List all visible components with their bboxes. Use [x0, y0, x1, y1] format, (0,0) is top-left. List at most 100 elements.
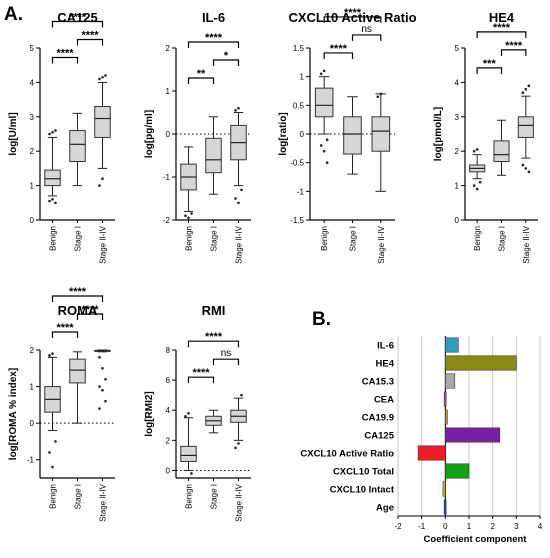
bracket-line	[212, 358, 240, 366]
panel-a-label: A.	[4, 4, 23, 25]
box-1	[69, 112, 86, 187]
bar	[417, 445, 446, 461]
outlier-point	[325, 138, 329, 142]
y-tick-label: -1	[297, 187, 305, 196]
bracket-line	[76, 38, 104, 46]
y-tick-label: 5	[455, 44, 460, 53]
box-0	[44, 352, 61, 469]
category-label: Benign	[185, 484, 194, 509]
outlier-point	[48, 132, 51, 136]
category-label: CEA	[374, 395, 394, 406]
outlier-point	[527, 170, 531, 174]
outlier-point	[184, 414, 187, 418]
category-label: HE4	[376, 359, 395, 370]
outlier-point	[190, 472, 193, 475]
significance-label: ****	[69, 286, 87, 298]
y-tick-label: 2	[455, 147, 460, 156]
bracket-line	[51, 331, 79, 338]
outlier-point	[48, 354, 51, 357]
outlier-point	[98, 77, 101, 81]
outlier-point	[51, 465, 54, 469]
y-tick-label: 2	[166, 436, 171, 445]
y-axis-label: log[ROMA % index]	[8, 368, 19, 460]
outlier-point	[376, 95, 380, 99]
y-axis-label: log[pmol/L]	[433, 107, 444, 161]
outlier-point	[322, 149, 326, 153]
y-tick-label: 1	[300, 73, 305, 82]
box-iqr	[314, 87, 334, 118]
box-iqr	[517, 116, 534, 138]
significance-bracket: ****	[51, 48, 79, 64]
significance-label: ****	[56, 322, 74, 334]
x-axis-label: Coefficient component	[424, 534, 528, 545]
x-tick-label: 3	[514, 522, 519, 531]
category-label: Stage I	[210, 484, 219, 509]
outlier-point	[234, 446, 237, 450]
box-iqr	[69, 358, 86, 384]
y-tick-label: -2	[163, 216, 171, 225]
significance-label: *	[224, 50, 229, 62]
significance-bracket: ns	[351, 24, 382, 41]
box-1	[493, 119, 510, 176]
y-tick-label: 0.5	[293, 101, 305, 110]
outlier-point	[187, 216, 190, 220]
significance-label: ****	[505, 40, 523, 52]
bracket-line	[187, 376, 215, 384]
significance-label: ****	[192, 367, 210, 379]
bar	[442, 481, 446, 497]
box-2	[517, 84, 534, 174]
category-label: Stage II-IV	[235, 225, 244, 263]
he4-boxplot: HE4 0 1 2 3 4 5 log[pmol/L] Benign Stage I Stage I…	[433, 10, 538, 264]
category-label: Age	[376, 503, 394, 514]
y-tick-label: 0	[30, 216, 35, 225]
outlier-point	[98, 184, 101, 187]
significance-bracket: ****	[187, 32, 240, 48]
box-2	[94, 349, 111, 410]
x-tick-label: 4	[538, 522, 543, 531]
outlier-point	[98, 356, 101, 359]
category-label: Benign	[49, 484, 58, 509]
y-axis-label: log[ratio]	[278, 112, 289, 155]
chart-title: HE4	[489, 10, 515, 25]
outlier-point	[524, 167, 528, 170]
outlier-point	[51, 130, 54, 134]
outlier-point	[240, 393, 243, 397]
bracket-line	[323, 52, 354, 59]
box-0	[44, 129, 61, 205]
significance-bracket: ****	[51, 286, 104, 302]
outlier-point	[51, 198, 54, 201]
box-iqr	[205, 137, 222, 174]
y-tick-label: -1	[163, 173, 171, 182]
outlier-point	[190, 212, 193, 215]
outlier-point	[101, 177, 104, 181]
outlier-point	[325, 161, 329, 164]
category-label: CA15.3	[362, 377, 394, 388]
y-tick-label: 1	[166, 87, 171, 96]
significance-label: ****	[56, 48, 74, 60]
y-tick-label: 1	[30, 383, 35, 392]
outlier-point	[51, 352, 54, 355]
box-0	[469, 148, 486, 191]
y-tick-label: 0	[455, 216, 460, 225]
y-axis-label: log[U/ml]	[8, 112, 19, 155]
cxcl10-active-ratio-boxplot: CXCL10 Active Ratio-1.5-1-0.500.511.5log…	[278, 7, 417, 264]
outlier-point	[48, 199, 51, 203]
category-label: Stage I	[349, 226, 358, 251]
chart-title: RMI	[202, 303, 226, 318]
outlier-point	[240, 188, 243, 192]
category-label: CA125	[364, 431, 394, 442]
bracket-line	[51, 295, 104, 302]
bracket-line	[51, 56, 79, 64]
significance-label: **	[197, 68, 206, 80]
y-tick-label: -1	[27, 456, 35, 465]
category-label: CA19.9	[362, 413, 394, 424]
category-label: CXCL10 Intact	[330, 485, 395, 496]
category-label: Benign	[49, 226, 58, 251]
box-iqr	[343, 116, 362, 155]
y-tick-label: 0	[166, 466, 171, 475]
box-1	[205, 116, 222, 195]
bar	[445, 337, 459, 353]
bar	[443, 391, 447, 407]
y-tick-label: 0	[166, 130, 171, 139]
